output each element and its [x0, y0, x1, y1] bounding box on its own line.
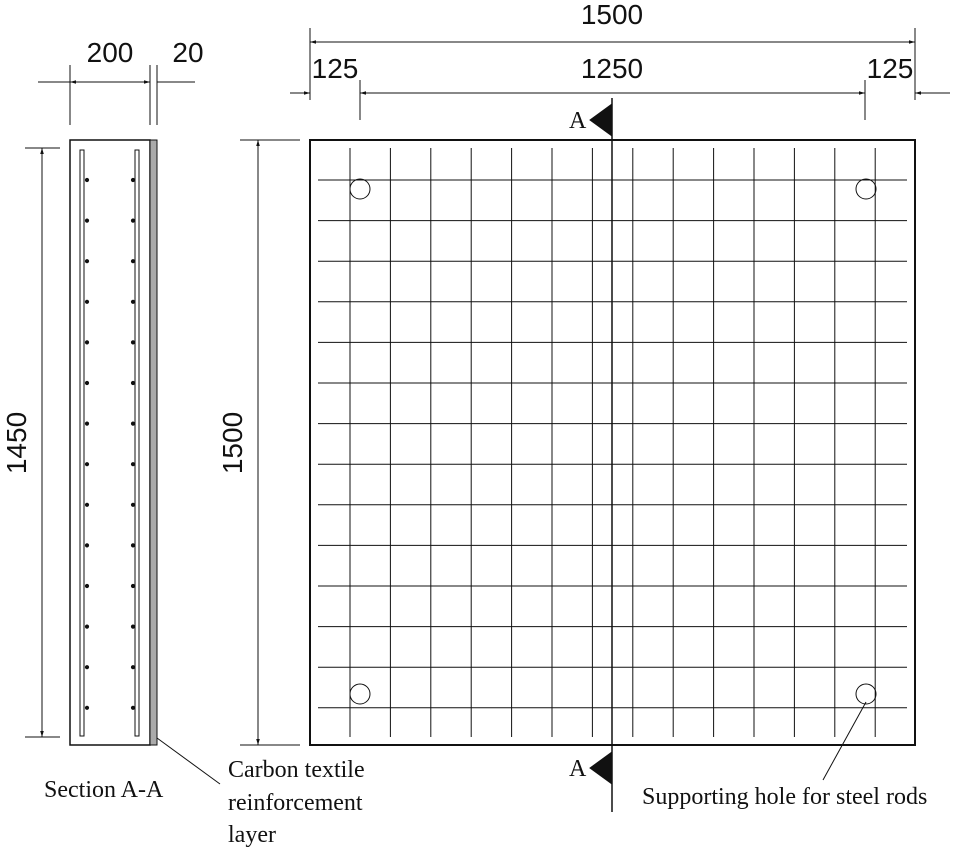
support-hole: [855, 178, 877, 200]
dimension-label: 1500: [217, 412, 248, 474]
rebar-dot: [130, 218, 136, 223]
steel-bar: [134, 149, 140, 737]
rebar-dot: [84, 380, 90, 386]
rebar-dot: [84, 665, 90, 670]
rebar-dot: [130, 705, 136, 710]
layer-label: reinforcement: [228, 790, 363, 816]
section-title: Section A-A: [44, 777, 164, 803]
plan-view: A A: [309, 98, 916, 812]
dimensions: 1500 125 1250 125 1500 200 20 1450: [1, 0, 950, 746]
section-mark: A: [569, 108, 587, 134]
rebar-dot: [84, 421, 90, 426]
section-outline: [69, 139, 151, 746]
rebar-dot: [84, 340, 90, 345]
rebar-dot: [84, 583, 90, 589]
rebar-dot: [130, 259, 136, 264]
rebar-dot: [130, 177, 136, 183]
support-hole: [349, 178, 371, 200]
rebar-dot: [84, 705, 90, 710]
rebar-dot: [130, 543, 136, 548]
section-view: [69, 139, 867, 785]
dimension-label: 1250: [581, 53, 643, 84]
rebar-dot: [130, 665, 136, 670]
section-arrow: [589, 751, 613, 785]
rebar-dot: [84, 543, 90, 548]
dimension-label: 125: [867, 53, 914, 84]
support-hole: [349, 683, 371, 705]
rebar-dot: [130, 583, 136, 589]
support-hole: [855, 683, 877, 705]
rebar-dot: [130, 299, 136, 304]
rebar-dot: [84, 624, 90, 629]
rebar-dot: [84, 259, 90, 264]
dimension-label: 1500: [581, 0, 643, 30]
section-arrow: [589, 103, 613, 137]
rebar-dot: [84, 299, 90, 304]
dimension-label: 125: [312, 53, 359, 84]
rebar-dot: [130, 340, 136, 345]
dimension-label: 1450: [1, 412, 32, 474]
rebar-dot: [130, 421, 136, 426]
dimension-label: 20: [172, 37, 203, 68]
leader-line: [156, 737, 221, 785]
rebar-dot: [84, 218, 90, 223]
rebar-dot: [130, 624, 136, 629]
leader-line: [822, 701, 867, 781]
rebar-dot: [130, 462, 136, 467]
rebar-dot: [130, 502, 136, 507]
dimension-label: 200: [87, 37, 134, 68]
layer-label: Carbon textile: [228, 757, 365, 783]
layer-label: layer: [228, 822, 276, 848]
rebar-dot: [84, 177, 90, 183]
rebar-dot: [130, 380, 136, 386]
hole-label: Supporting hole for steel rods: [642, 784, 927, 810]
carbon-layer: [149, 139, 158, 746]
section-mark: A: [569, 756, 587, 782]
steel-bar: [79, 149, 85, 737]
rebar-dot: [84, 502, 90, 507]
rebar-dot: [84, 462, 90, 467]
